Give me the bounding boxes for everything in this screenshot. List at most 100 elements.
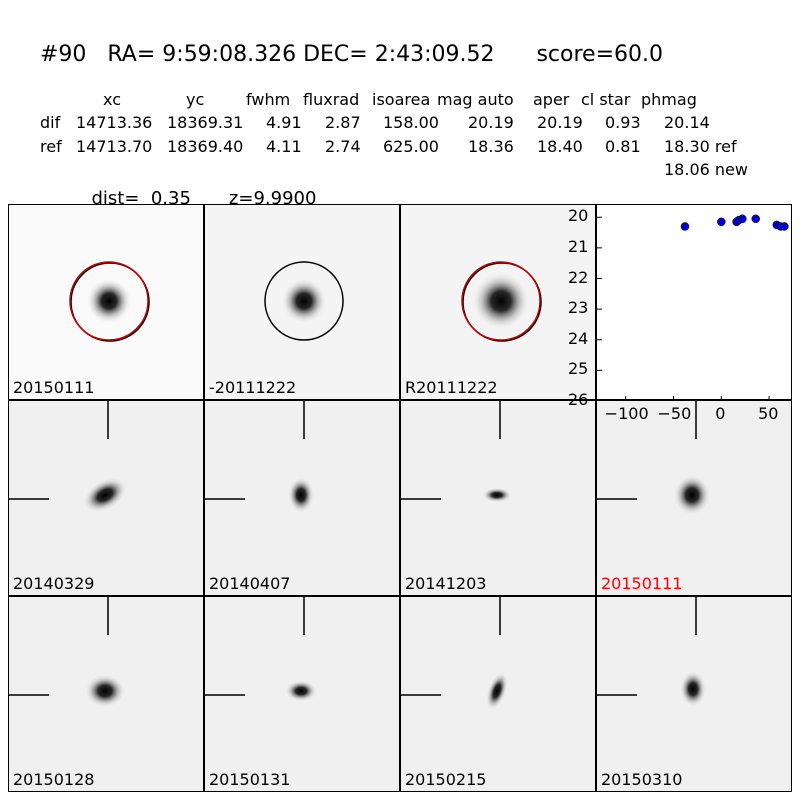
row-name: ref bbox=[40, 137, 62, 156]
dist-value: dist= 0.35 bbox=[91, 188, 191, 209]
x-tick-label: 50 bbox=[758, 404, 779, 423]
stamp-label: 20150215 bbox=[405, 770, 487, 789]
x-tick-label: −100 bbox=[604, 404, 649, 423]
stamp-panel: 20140407 bbox=[204, 400, 400, 596]
row-value: 2.87 bbox=[325, 113, 361, 132]
source-blob bbox=[473, 273, 529, 329]
source-blob bbox=[486, 672, 508, 710]
data-point bbox=[738, 214, 747, 224]
row-value: 158.00 bbox=[383, 113, 439, 132]
stamp-image bbox=[9, 597, 125, 708]
row-value: 18369.40 bbox=[167, 137, 244, 156]
source-blob bbox=[83, 477, 127, 513]
data-point bbox=[717, 217, 726, 227]
stamp-panel: 20140329 bbox=[8, 400, 204, 596]
stamp-panel: -20111222 bbox=[204, 204, 400, 400]
aperture-circle bbox=[70, 262, 150, 342]
source-blob bbox=[282, 279, 326, 323]
row-value: 20.14 bbox=[664, 113, 710, 132]
lightcurve-plot bbox=[596, 204, 792, 402]
stamp-image bbox=[461, 261, 542, 342]
source-blob bbox=[285, 680, 317, 702]
row-value: 4.91 bbox=[266, 113, 302, 132]
source-blob bbox=[680, 671, 706, 707]
column-header: xc bbox=[103, 90, 121, 109]
y-tick-label: 25 bbox=[568, 359, 589, 379]
stamp-image bbox=[401, 401, 512, 503]
source-blob bbox=[674, 475, 710, 515]
stamp-label: 20140407 bbox=[209, 574, 291, 593]
x-tick-label: 0 bbox=[715, 404, 726, 423]
stamp-label: 20150310 bbox=[601, 770, 683, 789]
stamp-panel: 20150310 bbox=[596, 596, 792, 792]
stamp-panel: 20150111 bbox=[596, 400, 792, 596]
column-header: isoarea bbox=[372, 90, 431, 109]
data-point bbox=[680, 222, 690, 231]
source-blob bbox=[482, 487, 512, 503]
row-value: 0.93 bbox=[605, 113, 641, 132]
stamp-label: 20150128 bbox=[13, 770, 95, 789]
source-blob bbox=[85, 674, 125, 708]
distance-line: dist= 0.35 z=9.9900 bbox=[80, 167, 316, 209]
column-header: fluxrad bbox=[303, 90, 360, 109]
stamp-image bbox=[401, 597, 508, 710]
stamp-label: 20150111 bbox=[13, 378, 95, 397]
row-value: 14713.36 bbox=[76, 113, 153, 132]
stamp-panel: 20150128 bbox=[8, 596, 204, 792]
stamp-image bbox=[9, 401, 127, 513]
row-value: 0.81 bbox=[605, 137, 641, 156]
aperture-circle bbox=[264, 261, 344, 341]
y-tick-label: 21 bbox=[568, 236, 589, 256]
y-tick-label: 26 bbox=[568, 390, 589, 409]
column-header: yc bbox=[186, 90, 205, 109]
stamp-panel: 20150131 bbox=[204, 596, 400, 792]
aperture-circle bbox=[462, 262, 542, 342]
source-blob bbox=[87, 279, 131, 323]
column-header: mag auto bbox=[437, 90, 514, 109]
stamp-panel: 20150215 bbox=[400, 596, 596, 792]
stamp-label: 20141203 bbox=[405, 574, 487, 593]
stamp-panel: 20141203 bbox=[400, 400, 596, 596]
row-value: 4.11 bbox=[266, 137, 302, 156]
row-value: 14713.70 bbox=[76, 137, 153, 156]
stamp-image bbox=[205, 597, 317, 702]
column-header: phmag bbox=[641, 90, 697, 109]
row-value: 625.00 bbox=[383, 137, 439, 156]
data-point bbox=[751, 214, 760, 224]
y-tick-label: 24 bbox=[568, 328, 589, 348]
row-value: 18.40 bbox=[537, 137, 583, 156]
row-value: 18369.31 bbox=[167, 113, 244, 132]
source-blob bbox=[288, 477, 314, 513]
row-name: dif bbox=[40, 113, 61, 132]
row-value: 18.30 ref bbox=[664, 137, 737, 156]
column-header: aper bbox=[533, 90, 570, 109]
z-value: z=9.9900 bbox=[228, 188, 317, 209]
y-tick-label: 23 bbox=[568, 298, 589, 318]
row-value: 18.36 bbox=[468, 137, 514, 156]
stamp-image bbox=[597, 597, 706, 707]
new-mag: 18.06 new bbox=[664, 160, 748, 179]
row-value: 2.74 bbox=[325, 137, 361, 156]
row-value: 20.19 bbox=[537, 113, 583, 132]
title: #90 RA= 9:59:08.326 DEC= 2:43:09.52 scor… bbox=[40, 42, 663, 67]
aperture-circle bbox=[69, 261, 149, 341]
stamp-label: 20140329 bbox=[13, 574, 95, 593]
lightcurve-svg bbox=[597, 214, 789, 402]
column-header: cl star bbox=[581, 90, 631, 109]
stamp-label: R20111222 bbox=[405, 378, 498, 397]
column-header: fwhm bbox=[246, 90, 291, 109]
stamp-label: -20111222 bbox=[209, 378, 297, 397]
stamp-panel: R20111222 bbox=[400, 204, 596, 400]
stamp-label: 20150111 bbox=[601, 574, 683, 593]
stamp-label: 20150131 bbox=[209, 770, 291, 789]
stamp-image bbox=[69, 261, 150, 342]
stamp-image bbox=[597, 401, 710, 515]
stamp-image bbox=[205, 401, 314, 513]
stamp-image bbox=[264, 261, 344, 341]
data-point bbox=[780, 222, 789, 231]
y-tick-label: 22 bbox=[568, 267, 589, 287]
stamp-panel: 20150111 bbox=[8, 204, 204, 400]
aperture-circle bbox=[461, 261, 541, 341]
row-value: 20.19 bbox=[468, 113, 514, 132]
x-tick-label: −50 bbox=[657, 404, 692, 423]
